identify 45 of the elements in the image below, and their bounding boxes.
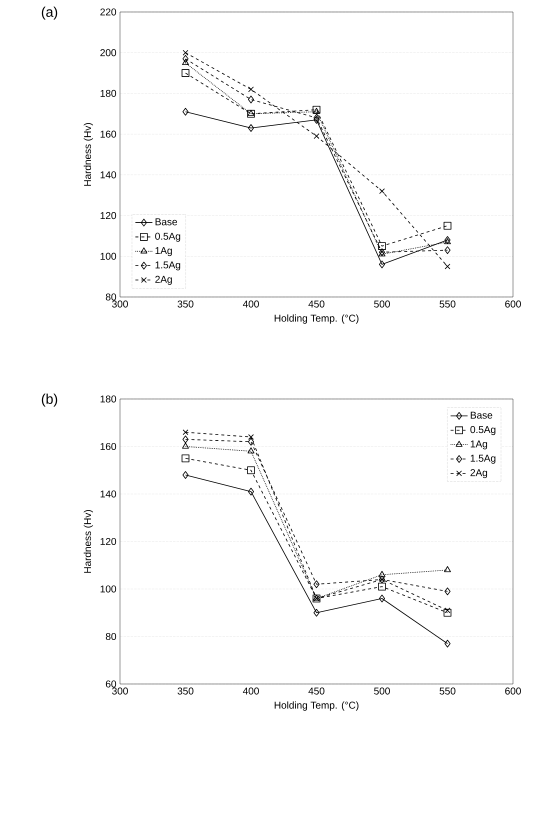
legend-label: 2Ag <box>155 276 172 285</box>
y-tick-label: 60 <box>106 680 116 688</box>
legend-label: 1Ag <box>156 247 172 256</box>
y-tick-label: 140 <box>100 171 116 178</box>
legend-label: 1Ag <box>470 440 488 450</box>
x-tick-label: 550 <box>440 300 456 308</box>
y-tick-label: 100 <box>100 252 116 260</box>
y-tick-label: 100 <box>100 585 116 593</box>
y-tick-label: 180 <box>100 395 116 403</box>
y-tick-label: 200 <box>100 49 116 56</box>
y-tick-label: 120 <box>100 538 116 546</box>
y-axis-title: Hardness (Hv) <box>84 123 94 186</box>
x-tick-label: 450 <box>308 688 324 695</box>
legend-label: 1.5Ag <box>156 261 180 270</box>
legend-label: 0.5Ag <box>470 426 496 436</box>
legend-label: Base <box>470 412 492 419</box>
x-tick-label: 600 <box>505 300 521 308</box>
x-tick-label: 350 <box>178 300 194 308</box>
y-tick-label: 220 <box>100 8 116 16</box>
legend-label: 0.5Ag <box>155 232 180 242</box>
x-tick-label: 600 <box>505 688 521 695</box>
chart-title: (b) <box>42 394 58 407</box>
y-tick-label: 160 <box>100 442 116 450</box>
y-tick-label: 180 <box>100 90 116 97</box>
x-tick-label: 550 <box>440 688 456 695</box>
y-tick-label: 120 <box>100 212 116 220</box>
legend-label: 2Ag <box>470 469 488 478</box>
x-axis-title: Holding Temp. (°C) <box>274 314 358 324</box>
x-tick-label: 300 <box>112 688 128 695</box>
y-axis-title: Hardness (Hv) <box>84 510 94 573</box>
legend-label: Base <box>156 218 178 226</box>
x-tick-label: 300 <box>112 300 128 308</box>
x-tick-label: 400 <box>242 300 259 308</box>
legend-label: 1.5Ag <box>470 454 496 464</box>
x-tick-label: 500 <box>374 688 390 695</box>
x-axis-title: Holding Temp. (°C) <box>274 701 358 711</box>
y-tick-label: 140 <box>100 490 116 498</box>
x-tick-label: 400 <box>242 688 259 695</box>
x-tick-label: 500 <box>374 300 390 308</box>
x-tick-label: 350 <box>178 688 194 695</box>
y-tick-label: 80 <box>106 632 116 640</box>
x-tick-label: 450 <box>308 300 324 308</box>
y-tick-label: 80 <box>106 293 116 301</box>
chart-title: (a) <box>42 6 58 20</box>
y-tick-label: 160 <box>100 130 116 138</box>
